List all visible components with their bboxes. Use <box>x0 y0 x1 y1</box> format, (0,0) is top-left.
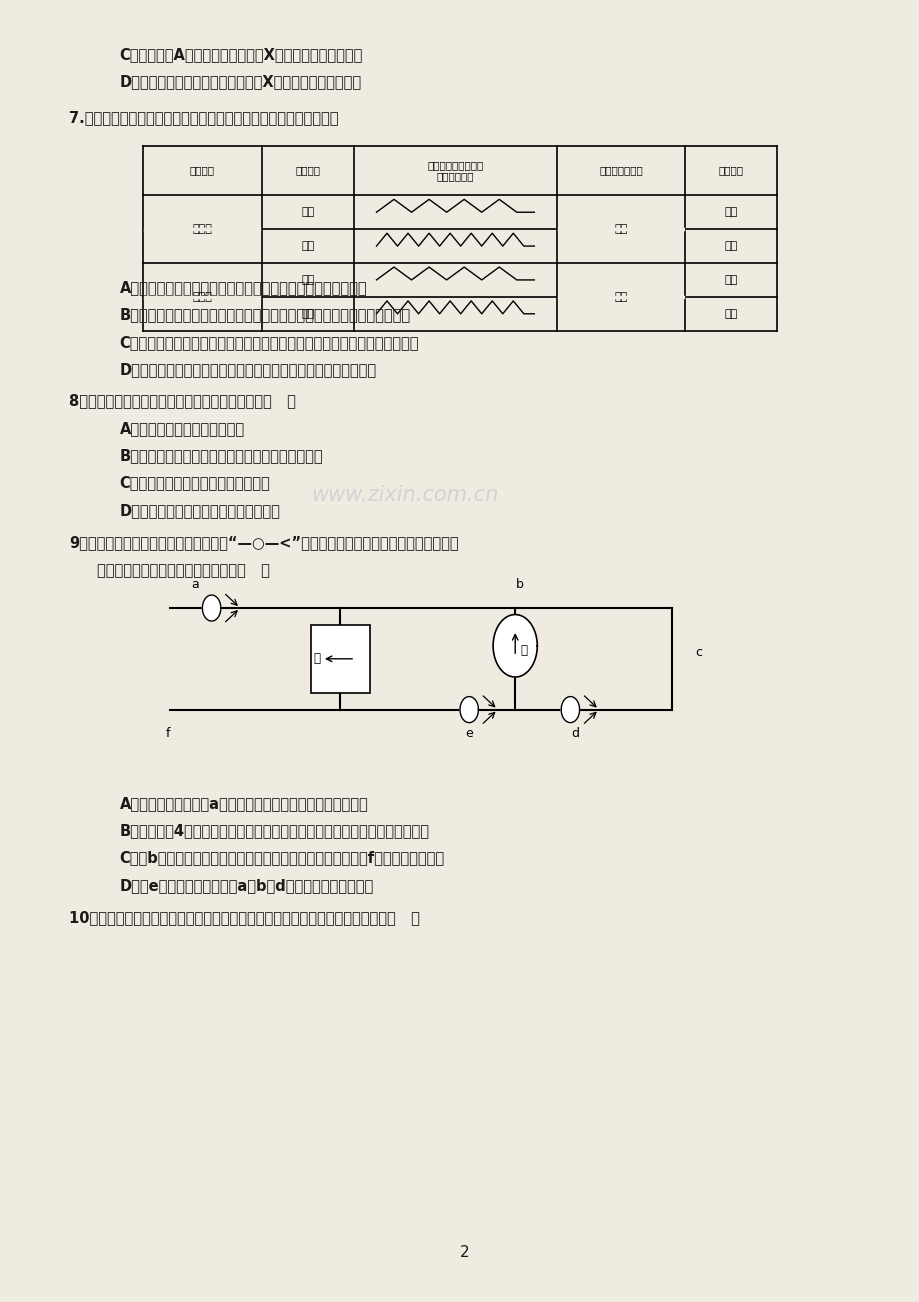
Text: A．突触前膜与后膜之间有间隙: A．突触前膜与后膜之间有间隙 <box>119 421 244 436</box>
Text: 热感: 热感 <box>614 292 627 302</box>
Text: 刺痛: 刺痛 <box>614 224 627 234</box>
Text: 8．下列有关突触结构和功能的叙述中，错误的是（   ）: 8．下列有关突触结构和功能的叙述中，错误的是（ ） <box>69 393 296 409</box>
Text: a: a <box>191 578 199 591</box>
Text: 刺激强度: 刺激强度 <box>295 165 321 176</box>
Text: 感觉强度: 感觉强度 <box>718 165 743 176</box>
Text: B．不同类型的刺激引起不同类型的感觉，原因是感受器和感觉中枢的不同: B．不同类型的刺激引起不同类型的感觉，原因是感受器和感觉中枢的不同 <box>119 307 410 323</box>
Text: 9．如图表示三个神经元及其联系，其中“—○—<”表示从树突到细胞体再到轴突，甲、乙为: 9．如图表示三个神经元及其联系，其中“—○—<”表示从树突到细胞体再到轴突，甲、… <box>69 535 459 551</box>
Text: 10．病藤体对不同免疫状态小鼠的感染进程如图所示。下列相关叙述，正确的是（   ）: 10．病藤体对不同免疫状态小鼠的感染进程如图所示。下列相关叙述，正确的是（ ） <box>69 910 419 926</box>
Text: d: d <box>571 727 578 740</box>
Polygon shape <box>460 697 478 723</box>
Polygon shape <box>493 615 537 677</box>
Text: www.zixin.com.cn: www.zixin.com.cn <box>311 484 498 505</box>
Text: f: f <box>166 727 170 740</box>
Text: 乙: 乙 <box>520 644 528 658</box>
Text: C．兴奋在突触处只能由前膜传向后膜: C．兴奋在突触处只能由前膜传向后膜 <box>119 475 270 491</box>
Text: 热刺激: 热刺激 <box>192 292 212 302</box>
Text: C．不同强度的刺激通过改变传入神经上电信号的频率，导致感觉强度的差异: C．不同强度的刺激通过改变传入神经上电信号的频率，导致感觉强度的差异 <box>119 335 419 350</box>
Text: D．从刺激到感觉形成，在完整的信号通路中都以电信号形式传导: D．从刺激到感觉形成，在完整的信号通路中都以电信号形式传导 <box>119 362 376 378</box>
Text: 较小: 较小 <box>301 207 314 217</box>
Text: 较弱: 较弱 <box>724 207 737 217</box>
Text: A．用一定的电流刺激a点，甲发生一次偏转，乙发生两次偏转: A．用一定的电流刺激a点，甲发生一次偏转，乙发生两次偏转 <box>119 796 368 811</box>
Text: 甲: 甲 <box>312 652 320 665</box>
Text: e: e <box>465 727 472 740</box>
Text: B．兴奋由电信号转变成化学信号，再转变成电信号: B．兴奋由电信号转变成化学信号，再转变成电信号 <box>119 448 323 464</box>
Text: 传入神经上的电信号
（时间相等）: 传入神经上的电信号 （时间相等） <box>426 160 483 181</box>
Text: D．突触前后两个神经元的兴奋是同步的: D．突触前后两个神经元的兴奋是同步的 <box>119 503 280 518</box>
Text: 较大: 较大 <box>301 241 314 251</box>
Text: 较强: 较强 <box>724 309 737 319</box>
Text: 7.给予相同位置不同刺激，记录结果如下表所示。下列分析错误的是: 7.给予相同位置不同刺激，记录结果如下表所示。下列分析错误的是 <box>69 109 338 125</box>
Text: 产生的感觉类型: 产生的感觉类型 <box>598 165 642 176</box>
Bar <box>311 625 370 693</box>
Text: C．甲是胰岛A细胞，乙是肌细胞，X促进乙中储能物质水解: C．甲是胰岛A细胞，乙是肌细胞，X促进乙中储能物质水解 <box>119 47 363 62</box>
Text: 较弱: 较弱 <box>724 275 737 285</box>
Text: D．在e点施加一强刺激，则a、b、d点都不会测到电位变化: D．在e点施加一强刺激，则a、b、d点都不会测到电位变化 <box>119 878 373 893</box>
Text: D．甲是感受器细胞，乙是肌细胞，X使乙发生膜电位的变化: D．甲是感受器细胞，乙是肌细胞，X使乙发生膜电位的变化 <box>119 74 361 90</box>
Text: 针刺激: 针刺激 <box>192 224 212 234</box>
Text: 两个电流计。下列有关叙述正确的是（   ）: 两个电流计。下列有关叙述正确的是（ ） <box>96 562 269 578</box>
Text: c: c <box>695 646 702 659</box>
Text: A．传入神经纤维在未受到刺激时膜内外电位的表现是外正内负: A．传入神经纤维在未受到刺激时膜内外电位的表现是外正内负 <box>119 280 367 296</box>
Text: B．图中共有4个完整的突触，神经递质作用于突触后膜，使突触后膜产生兴奋: B．图中共有4个完整的突触，神经递质作用于突触后膜，使突触后膜产生兴奋 <box>119 823 429 838</box>
Text: 2: 2 <box>460 1245 469 1260</box>
Polygon shape <box>202 595 221 621</box>
Polygon shape <box>561 697 579 723</box>
Text: 刺激类型: 刺激类型 <box>189 165 215 176</box>
Text: 较低: 较低 <box>301 275 314 285</box>
Text: b: b <box>516 578 523 591</box>
Text: 较高: 较高 <box>301 309 314 319</box>
Text: 较强: 较强 <box>724 241 737 251</box>
Text: C．在b点施加一强刺激，则该点的膜电位变为内正外负，并在f点可测到电位变化: C．在b点施加一强刺激，则该点的膜电位变为内正外负，并在f点可测到电位变化 <box>119 850 444 866</box>
